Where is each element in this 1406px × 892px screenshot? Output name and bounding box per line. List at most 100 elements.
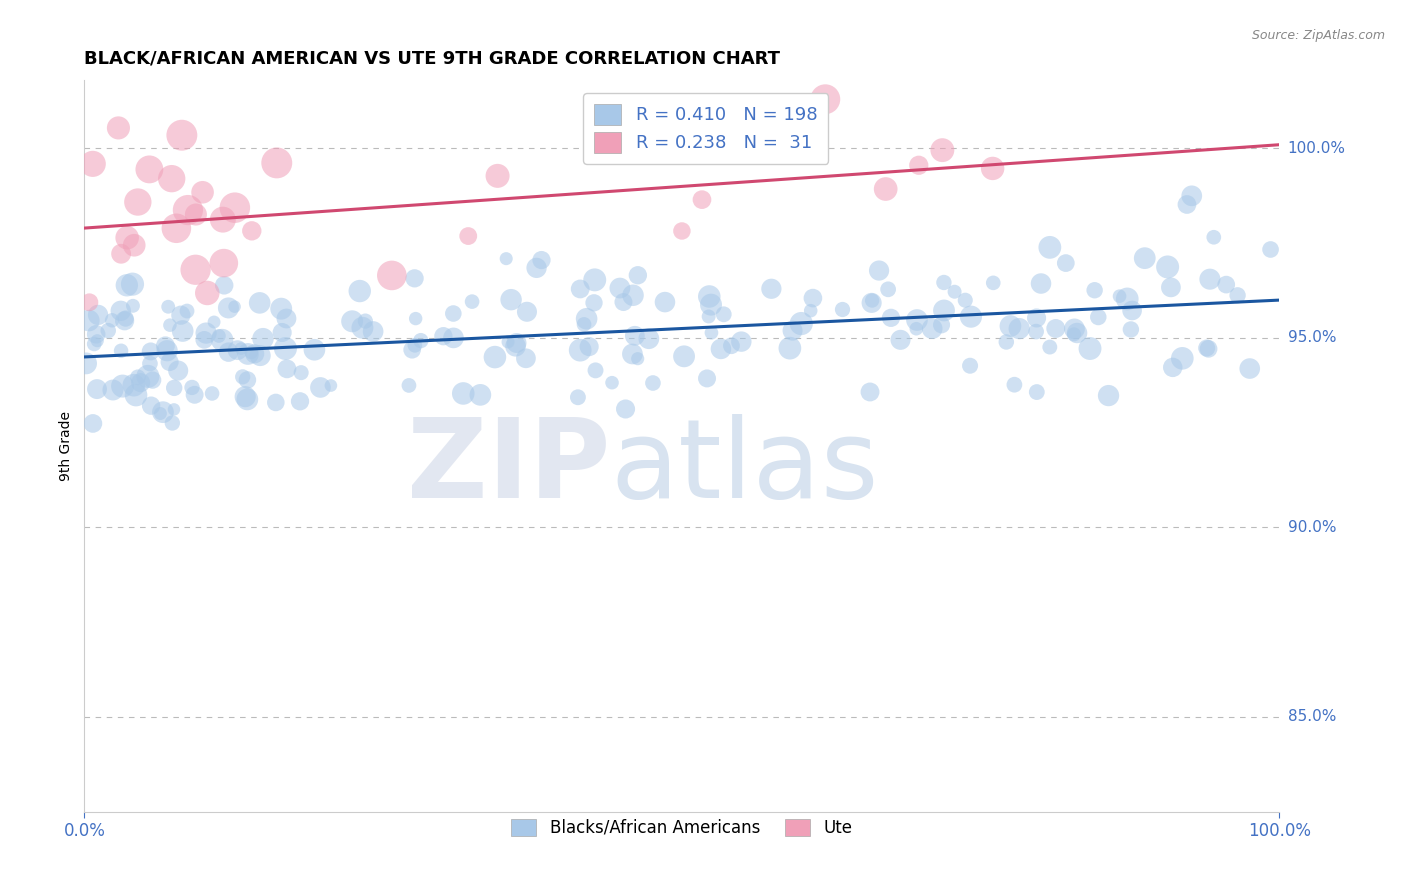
Text: 95.0%: 95.0% — [1288, 331, 1336, 345]
Point — [1025, 310, 1047, 325]
Point — [931, 318, 953, 332]
Text: 90.0%: 90.0% — [1288, 520, 1336, 535]
Point — [240, 224, 263, 238]
Point — [309, 380, 332, 394]
Point — [1226, 288, 1249, 302]
Point — [921, 321, 943, 335]
Point — [621, 347, 644, 361]
Point — [232, 369, 254, 384]
Point — [101, 383, 124, 397]
Point — [122, 238, 145, 252]
Point — [266, 156, 288, 170]
Point — [1008, 321, 1031, 335]
Point — [600, 376, 623, 390]
Point — [905, 313, 928, 327]
Point — [697, 310, 720, 324]
Point — [782, 324, 804, 338]
Point — [86, 334, 108, 348]
Point — [1063, 327, 1085, 342]
Point — [1199, 272, 1222, 286]
Point — [1239, 361, 1261, 376]
Text: 100.0%: 100.0% — [1288, 141, 1346, 156]
Point — [236, 347, 259, 361]
Point — [155, 339, 177, 353]
Point — [995, 334, 1018, 349]
Point — [1181, 189, 1204, 203]
Point — [1161, 360, 1184, 375]
Point — [1116, 292, 1139, 306]
Point — [484, 350, 506, 364]
Point — [163, 402, 186, 417]
Point — [252, 332, 274, 346]
Point — [1195, 341, 1218, 355]
Point — [880, 310, 903, 325]
Point — [955, 293, 977, 308]
Point — [233, 390, 256, 404]
Point — [181, 380, 204, 394]
Point — [1160, 280, 1182, 294]
Point — [860, 296, 883, 310]
Point — [1054, 256, 1077, 270]
Point — [139, 399, 162, 413]
Point — [157, 300, 180, 314]
Point — [115, 278, 138, 293]
Point — [354, 314, 377, 328]
Point — [831, 302, 853, 317]
Point — [1133, 251, 1156, 265]
Point — [981, 161, 1004, 176]
Point — [441, 306, 464, 320]
Point — [195, 285, 218, 300]
Point — [229, 342, 252, 356]
Point — [224, 300, 246, 314]
Point — [212, 212, 235, 227]
Point — [612, 295, 634, 310]
Point — [710, 342, 733, 356]
Point — [501, 293, 523, 307]
Point — [107, 120, 129, 135]
Point — [654, 295, 676, 310]
Point — [77, 313, 100, 327]
Y-axis label: 9th Grade: 9th Grade — [59, 411, 73, 481]
Point — [486, 169, 509, 183]
Point — [432, 329, 454, 343]
Point — [319, 378, 342, 392]
Point — [1039, 240, 1062, 254]
Point — [142, 373, 165, 387]
Point — [111, 379, 134, 393]
Point — [149, 407, 172, 421]
Point — [114, 311, 136, 326]
Point — [212, 256, 235, 270]
Point — [290, 366, 312, 380]
Point — [1156, 260, 1178, 274]
Point — [932, 303, 955, 318]
Point — [470, 388, 492, 402]
Point — [1002, 377, 1025, 392]
Point — [184, 207, 207, 221]
Point — [271, 326, 294, 340]
Point — [779, 341, 801, 355]
Point — [761, 282, 783, 296]
Point — [405, 311, 427, 326]
Point — [860, 293, 883, 308]
Point — [1119, 322, 1142, 336]
Point — [457, 229, 479, 244]
Point — [1078, 342, 1101, 356]
Point — [398, 378, 420, 392]
Point — [516, 305, 538, 319]
Point — [97, 324, 120, 338]
Point — [981, 276, 1004, 290]
Point — [696, 371, 718, 385]
Point — [1097, 388, 1119, 402]
Point — [673, 349, 696, 363]
Point — [627, 351, 650, 366]
Point — [249, 296, 271, 310]
Point — [409, 334, 432, 348]
Point — [801, 291, 824, 305]
Point — [1000, 319, 1022, 334]
Point — [191, 186, 214, 200]
Point — [243, 347, 266, 361]
Point — [859, 384, 882, 399]
Point — [79, 295, 101, 310]
Point — [1202, 230, 1225, 244]
Point — [624, 328, 647, 343]
